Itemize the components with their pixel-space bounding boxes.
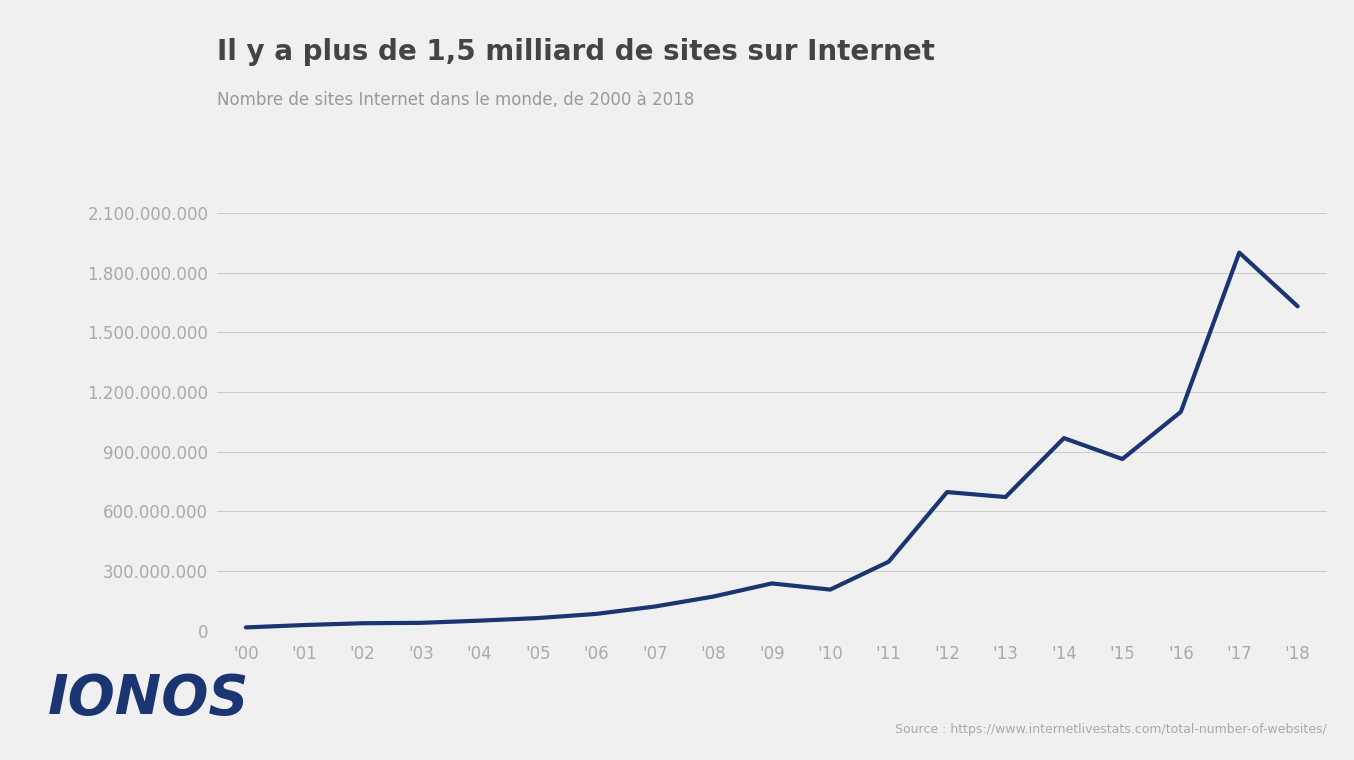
Text: Il y a plus de 1,5 milliard de sites sur Internet: Il y a plus de 1,5 milliard de sites sur… (217, 38, 934, 66)
Text: IONOS: IONOS (47, 672, 249, 727)
Text: Nombre de sites Internet dans le monde, de 2000 à 2018: Nombre de sites Internet dans le monde, … (217, 91, 693, 109)
Text: Source : https://www.internetlivestats.com/total-number-of-websites/: Source : https://www.internetlivestats.c… (895, 723, 1327, 736)
